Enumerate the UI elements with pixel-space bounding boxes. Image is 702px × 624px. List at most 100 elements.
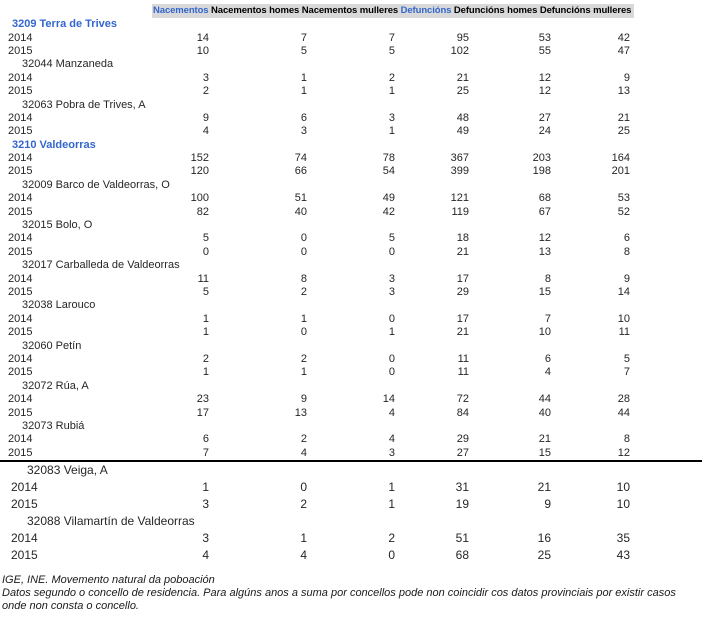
filler-cell <box>635 205 702 218</box>
cell-value: 120 <box>190 165 209 178</box>
filler-cell <box>635 219 702 232</box>
year-label: 2015 <box>8 205 33 218</box>
cell-value: 0 <box>388 245 395 258</box>
cell-value <box>214 98 312 111</box>
cell-value <box>214 139 312 152</box>
cell-value: 21 <box>617 111 630 124</box>
filler-cell <box>635 339 702 352</box>
cell-value <box>400 98 474 111</box>
year-label: 2014 <box>8 352 33 365</box>
cell-value: 42 <box>382 205 395 218</box>
cell-value: 7 <box>623 366 630 379</box>
cell-value: 68 <box>455 547 469 562</box>
filler-cell <box>635 547 702 564</box>
year-label: 2015 <box>8 165 33 178</box>
cell-value: 5 <box>623 352 630 365</box>
cell-value: 3 <box>312 446 400 462</box>
cell-value: 5 <box>388 44 395 57</box>
cell-value <box>556 18 635 31</box>
cell-value <box>312 380 400 393</box>
cell-value: 6 <box>202 433 209 446</box>
cell-value: 0 <box>300 245 307 258</box>
cell-value: 2 <box>202 352 209 365</box>
filler-cell <box>635 98 702 111</box>
table-row: 32063 Pobra de Trives, A <box>0 98 702 111</box>
cell-value <box>214 420 312 433</box>
cell-value: 29 <box>456 433 469 446</box>
cell-value <box>400 513 474 530</box>
cell-value <box>152 58 214 71</box>
header-strip-cell: Nacementos Nacementos homes Nacementos m… <box>152 0 702 18</box>
cell-value: 8 <box>623 245 630 258</box>
cell-value: 119 <box>451 205 469 218</box>
cell-value: 3 <box>202 496 209 511</box>
cell-value: 201 <box>611 165 630 178</box>
cell-value: 0 <box>300 326 307 339</box>
cell-value: 10 <box>616 496 630 511</box>
col-header-defunci-ns-link[interactable]: Defuncións <box>400 5 452 16</box>
year-label: 2015 <box>8 125 33 138</box>
filler-cell <box>635 112 702 125</box>
cell-value: 29 <box>456 286 469 298</box>
cell-value: 3 <box>202 71 209 84</box>
cell-value: 2 <box>388 71 395 84</box>
cell-value: 17 <box>196 406 209 419</box>
cell-value: 66 <box>294 165 307 178</box>
table-row: 2014 3 1 2 51 16 35 <box>0 530 702 547</box>
cell-value <box>312 420 400 433</box>
cell-value: 25 <box>537 547 551 562</box>
cell-value: 5 <box>202 232 209 245</box>
cell-value: 4 <box>300 547 307 562</box>
cell-value: 4 <box>202 547 209 562</box>
cell-value <box>400 420 474 433</box>
cell-value: 55 <box>538 44 551 57</box>
cell-value <box>214 179 312 192</box>
cell-value: 11 <box>457 366 469 379</box>
year-label: 2015 <box>8 366 33 379</box>
table-row: 2015 1 1 0 11 4 7 <box>0 366 702 379</box>
filler-cell <box>635 259 702 272</box>
cell-value <box>312 58 400 71</box>
cell-value: 49 <box>382 192 395 205</box>
table-header: Nacementos Nacementos homes Nacementos m… <box>0 0 702 18</box>
cell-value <box>312 98 400 111</box>
cell-value: 102 <box>450 44 469 57</box>
table-row: 2014 14 7 7 95 53 42 <box>0 31 702 44</box>
cell-value <box>556 219 635 232</box>
cell-value: 1 <box>388 326 395 339</box>
cell-value <box>474 98 556 111</box>
table-row: 32072 Rúa, A <box>0 380 702 393</box>
col-header-nacementos-link[interactable]: Nacementos <box>153 5 209 16</box>
cell-value: 82 <box>196 205 209 218</box>
comarca-link[interactable]: 3210 Valdeorras <box>12 138 96 151</box>
cell-value: 10 <box>196 44 209 57</box>
cell-value <box>152 299 214 312</box>
cell-value <box>152 18 214 31</box>
cell-value: 4 <box>388 433 395 446</box>
cell-value: 18 <box>456 232 469 245</box>
cell-value: 3 <box>300 125 307 138</box>
cell-value: 15 <box>538 286 551 298</box>
col-header-defunci-ns-mulleres: Defuncións mulleres <box>539 5 632 16</box>
cell-value: 12 <box>538 71 551 84</box>
cell-value: 12 <box>556 446 635 462</box>
filler-cell <box>635 58 702 71</box>
cell-value: 53 <box>538 31 551 44</box>
table-row: 2014 3 1 2 21 12 9 <box>0 72 702 85</box>
table-row: 3210 Valdeorras <box>0 139 702 152</box>
year-label: 2015 <box>0 446 152 462</box>
cell-value <box>474 420 556 433</box>
table-row: 2015 4 4 0 68 25 43 <box>0 547 702 564</box>
cell-value <box>400 339 474 352</box>
cell-value: 43 <box>616 547 630 562</box>
cell-value: 1 <box>202 366 209 379</box>
cell-value: 1 <box>300 366 307 379</box>
filler-cell <box>635 513 702 530</box>
cell-value: 28 <box>617 393 630 406</box>
concello-label: 32015 Bolo, O <box>22 219 93 232</box>
cell-value <box>312 339 400 352</box>
cell-value <box>556 139 635 152</box>
cell-value: 44 <box>617 406 630 419</box>
cell-value <box>312 299 400 312</box>
comarca-link[interactable]: 3209 Terra de Trives <box>12 18 117 31</box>
